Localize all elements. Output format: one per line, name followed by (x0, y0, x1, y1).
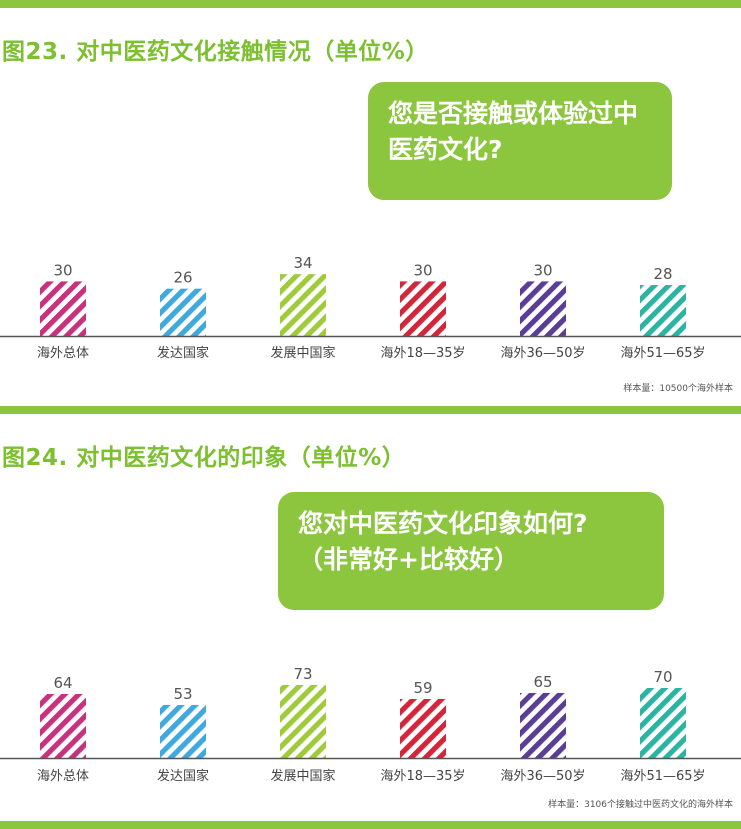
bar-chart-fig24: 64 海外总体 53 发达国家 73 发展中国家 59 海外18—35岁 65 海外36—50岁 7… (0, 665, 741, 784)
chart-title-fig23: 图23. 对中医药文化接触情况（单位%） (2, 39, 429, 65)
bottom-divider (0, 821, 741, 829)
category-label-4: 海外18—35岁 (380, 769, 465, 784)
question-line-2-fig24: （非常好+比较好） (298, 545, 519, 574)
value-label-2: 26 (173, 269, 192, 287)
category-label-2: 发达国家 (157, 768, 209, 784)
bar-5 (520, 281, 566, 336)
sample-note-fig23: 样本量：10500个海外样本 (623, 384, 733, 394)
bar-3 (280, 274, 326, 336)
category-label-4: 海外18—35岁 (380, 346, 465, 361)
bar-1 (40, 281, 86, 336)
value-label-6: 70 (653, 668, 672, 686)
question-bubble-fig24: 您对中医药文化印象如何? （非常好+比较好） (278, 492, 664, 610)
value-label-4: 30 (413, 261, 432, 279)
bar-6 (640, 285, 686, 336)
question-line-1-fig24: 您对中医药文化印象如何? (298, 509, 588, 538)
bar-5 (520, 693, 566, 758)
value-label-3: 73 (293, 665, 312, 683)
bar-4 (400, 699, 446, 758)
value-label-1: 64 (53, 674, 72, 692)
value-label-5: 30 (533, 261, 552, 279)
bar-4 (400, 281, 446, 336)
sample-note-fig24: 样本量：3106个接触过中医药文化的海外样本 (548, 800, 733, 810)
category-label-3: 发展中国家 (270, 768, 335, 784)
chart-title-fig24: 图24. 对中医药文化的印象（单位%） (2, 445, 406, 471)
category-label-6: 海外51—65岁 (620, 346, 705, 361)
bar-3 (280, 685, 326, 758)
category-label-5: 海外36—50岁 (500, 346, 585, 361)
middle-divider (0, 406, 741, 414)
bar-1 (40, 694, 86, 758)
value-label-5: 65 (533, 673, 552, 691)
bar-2 (160, 705, 206, 758)
category-label-6: 海外51—65岁 (620, 769, 705, 784)
value-label-4: 59 (413, 679, 432, 697)
bar-2 (160, 288, 206, 336)
top-divider (0, 0, 741, 8)
question-text-fig23: 您是否接触或体验过中医药文化? (388, 99, 639, 164)
category-label-3: 发展中国家 (270, 345, 335, 361)
question-bubble-fig23: 您是否接触或体验过中医药文化? (368, 82, 672, 200)
category-label-1: 海外总体 (37, 769, 89, 784)
category-label-2: 发达国家 (157, 345, 209, 361)
value-label-3: 34 (293, 254, 312, 272)
value-label-6: 28 (653, 265, 672, 283)
value-label-2: 53 (173, 685, 192, 703)
category-label-1: 海外总体 (37, 346, 89, 361)
value-label-1: 30 (53, 261, 72, 279)
bar-6 (640, 688, 686, 758)
category-label-5: 海外36—50岁 (500, 769, 585, 784)
bar-chart-fig23: 30 海外总体 26 发达国家 34 发展中国家 30 海外18—35岁 30 海外36—50岁 2… (0, 254, 741, 361)
